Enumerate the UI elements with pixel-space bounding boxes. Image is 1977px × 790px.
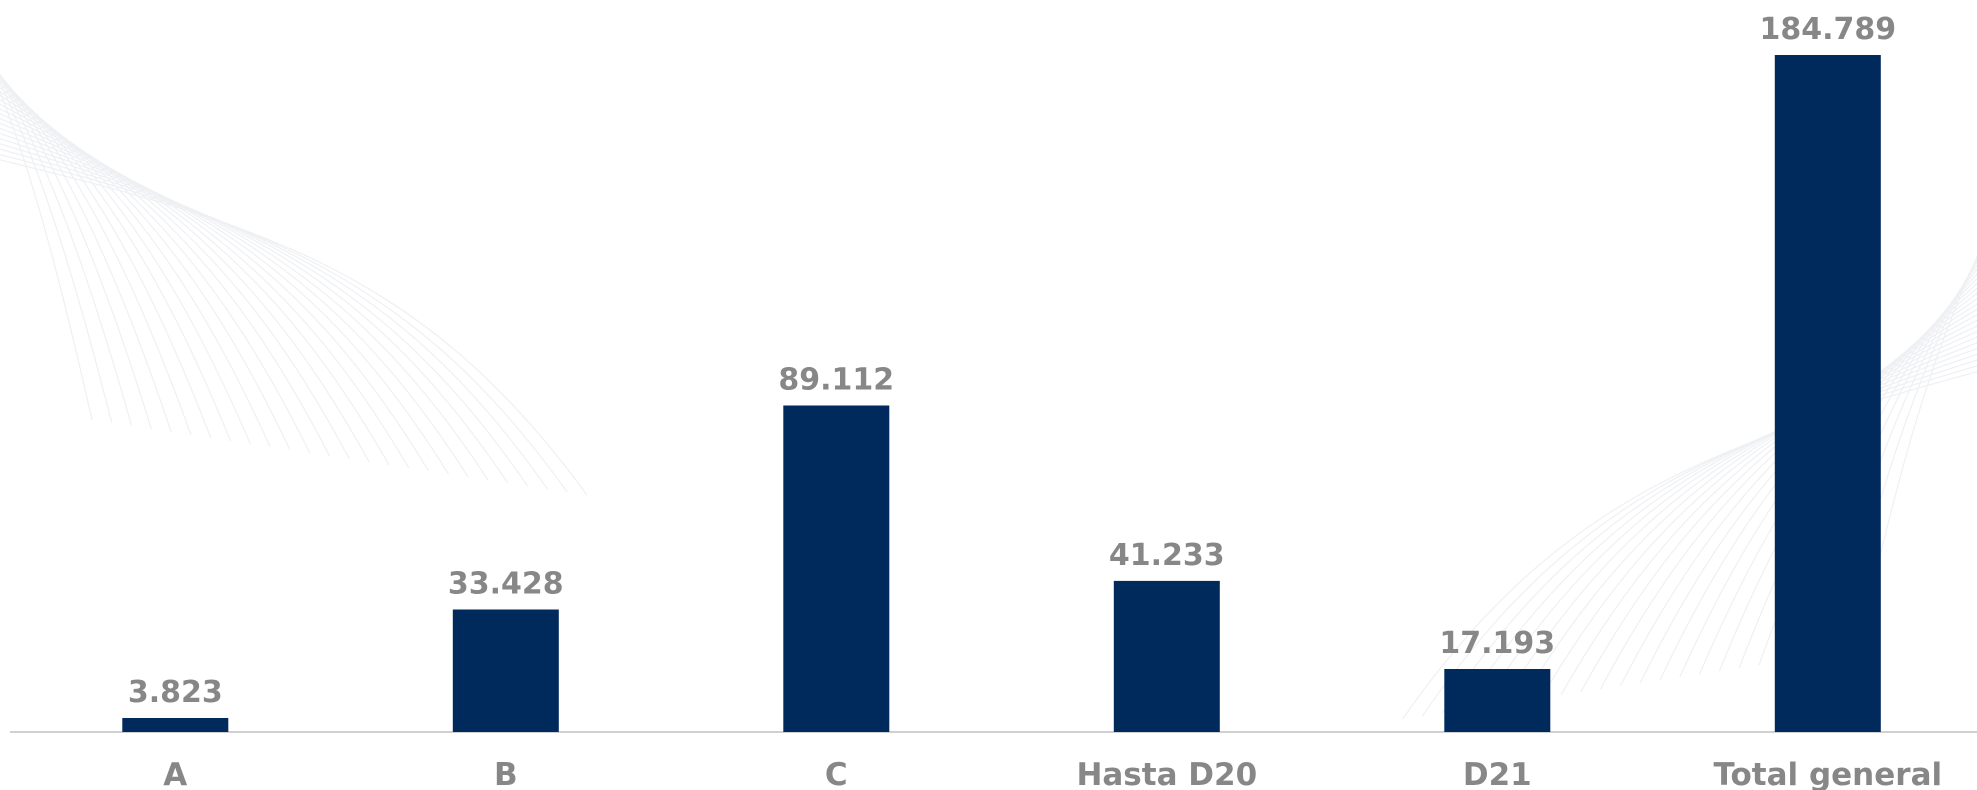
bar-b (452, 609, 559, 732)
data-label: 3.823 (128, 675, 223, 710)
data-label: 17.193 (1439, 626, 1555, 661)
background-wave-line (1481, 348, 1977, 708)
background-wave-line (0, 83, 271, 448)
background-wave-line (0, 143, 529, 487)
x-tick-label: Hasta D20 (1076, 757, 1257, 790)
bar-c (783, 405, 890, 732)
background-wave-line (1580, 319, 1977, 693)
background-wave-line (0, 90, 311, 454)
background-wave-line (0, 99, 350, 460)
background-wave-line (1520, 336, 1977, 702)
background-wave-line (1421, 365, 1977, 717)
background-wave-line (0, 108, 390, 466)
background-wave-line (0, 122, 449, 475)
data-label: 41.233 (1109, 538, 1225, 573)
background-wave-line (1441, 359, 1977, 714)
background-wave-line (0, 94, 331, 457)
value-labels-group: 3.823 33.428 89.112 41.233 17.193 184.789 (128, 12, 1896, 710)
bar-a (122, 718, 229, 732)
background-wave-line (0, 73, 172, 433)
background-wave-line (0, 75, 212, 439)
x-tick-label: C (825, 757, 848, 790)
bar-d21 (1444, 669, 1551, 732)
background-wave-line (0, 87, 291, 451)
background-wave-line (0, 159, 588, 496)
bar-total-general (1774, 55, 1881, 732)
background-wave-line (0, 103, 370, 463)
background-wave-pattern-left (0, 73, 588, 496)
data-label: 184.789 (1759, 12, 1896, 47)
background-wave-line (0, 76, 133, 427)
background-wave-line (0, 153, 568, 493)
background-wave-line (1461, 353, 1977, 711)
x-tick-label: A (163, 757, 187, 790)
background-wave-line (0, 112, 410, 469)
background-wave-line (1501, 342, 1977, 705)
background-wave-line (0, 80, 251, 445)
background-wave-line (0, 89, 93, 421)
background-wave-line (0, 138, 509, 484)
data-label: 33.428 (448, 567, 564, 602)
background-wave-line (1540, 331, 1977, 699)
background-wave-line (1402, 370, 1977, 720)
background-wave-line (0, 148, 548, 490)
background-wave-line (0, 74, 152, 430)
x-tick-label: D21 (1463, 757, 1532, 790)
bars-group (122, 55, 1881, 732)
background-wave-line (1600, 314, 1977, 690)
background-wave-line (0, 81, 113, 424)
background-wave-line (0, 73, 192, 436)
background-wave-line (0, 117, 430, 472)
background-wave-line (0, 127, 469, 478)
category-labels-group: A B C Hasta D20 D21 Total general (163, 757, 1942, 790)
background-wave-line (0, 132, 489, 481)
data-label: 89.112 (778, 363, 894, 398)
x-tick-label: B (494, 757, 518, 790)
background-wave-line (0, 77, 232, 442)
x-tick-label: Total general (1713, 757, 1942, 790)
bar-hasta-d20 (1113, 580, 1220, 732)
background-wave-line (1560, 325, 1977, 696)
